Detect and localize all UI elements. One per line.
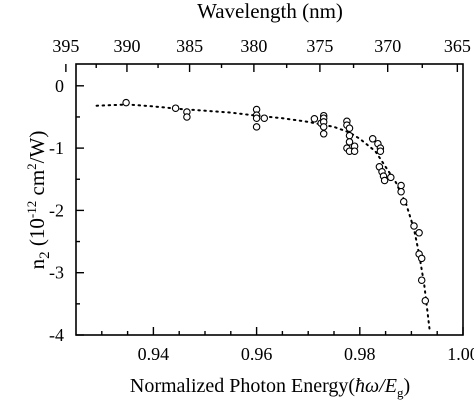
- y-axis-unit-exp2: 2: [24, 163, 39, 170]
- data-point: [345, 131, 354, 140]
- y-axis-title: n2 (10-12 cm2/W): [24, 131, 53, 270]
- data-point: [183, 113, 191, 121]
- x-tick-label: 0.96: [241, 344, 273, 364]
- data-point: [417, 254, 426, 263]
- data-point: [415, 229, 423, 237]
- top-tick-label: 370: [374, 36, 401, 56]
- data-point: [368, 135, 377, 143]
- x-tick-label: 1.00: [447, 344, 474, 364]
- axis-ticks: 0.94 0.96 0.98 1.00 0 -1 -2 -3 -4 395 390 385 380 375…: [49, 36, 474, 364]
- y-axis-unit-exp: -12: [24, 201, 39, 218]
- chart-marks: [95, 98, 431, 330]
- data-point: [399, 197, 408, 206]
- top-tick-label: 390: [113, 36, 140, 56]
- top-tick-label: 385: [176, 36, 203, 56]
- data-point: [171, 104, 180, 112]
- y-axis-unit-pre: (10: [25, 218, 49, 246]
- y-tick-label: -2: [49, 200, 64, 220]
- data-point: [387, 173, 395, 182]
- data-point: [252, 123, 261, 131]
- y-axis-unit-post: /W): [25, 131, 49, 164]
- x-axis-title-end: ): [403, 375, 410, 397]
- data-point: [122, 98, 130, 107]
- y-axis-symbol-sub: 2: [37, 251, 53, 259]
- top-axis-title: Wavelength (nm): [197, 0, 343, 23]
- data-point: [319, 130, 328, 138]
- y-axis-symbol: n: [25, 258, 49, 269]
- x-axis-title-symbol: ħω/E: [355, 375, 397, 397]
- x-axis-title: Normalized Photon Energy(ħω/Eg): [130, 375, 410, 400]
- data-point: [410, 222, 418, 230]
- y-tick-label: -3: [49, 263, 64, 283]
- x-tick-label: 0.98: [344, 344, 376, 364]
- data-point: [397, 187, 405, 196]
- data-point: [345, 124, 354, 132]
- data-point: [319, 123, 328, 131]
- top-tick-label: 380: [240, 36, 267, 56]
- data-point: [345, 138, 354, 146]
- data-point: [397, 181, 405, 190]
- y-tick-label: 0: [55, 76, 64, 96]
- x-axis-title-main: Normalized Photon Energy(: [130, 375, 355, 397]
- data-point: [310, 115, 319, 123]
- plot-frame: [75, 63, 464, 336]
- x-axis-title-sub: g: [397, 385, 404, 400]
- top-tick-label: 395: [52, 36, 79, 56]
- y-tick-label: -1: [49, 138, 64, 158]
- top-tick-label: 365: [444, 36, 471, 56]
- data-point: [260, 114, 269, 122]
- top-tick-label: 375: [306, 36, 333, 56]
- data-point: [376, 147, 385, 155]
- fit-curve: [95, 103, 431, 330]
- y-tick-label: -4: [49, 325, 64, 345]
- y-axis-unit-mid: cm: [25, 170, 49, 201]
- data-point: [417, 276, 426, 284]
- data-point: [350, 147, 359, 155]
- data-point: [380, 176, 389, 185]
- x-tick-label: 0.94: [138, 344, 170, 364]
- data-point: [252, 114, 261, 122]
- svg-text:n2 (10-12 cm2/W): n2 (10-12 cm2/W): [24, 131, 53, 270]
- data-point: [421, 296, 430, 305]
